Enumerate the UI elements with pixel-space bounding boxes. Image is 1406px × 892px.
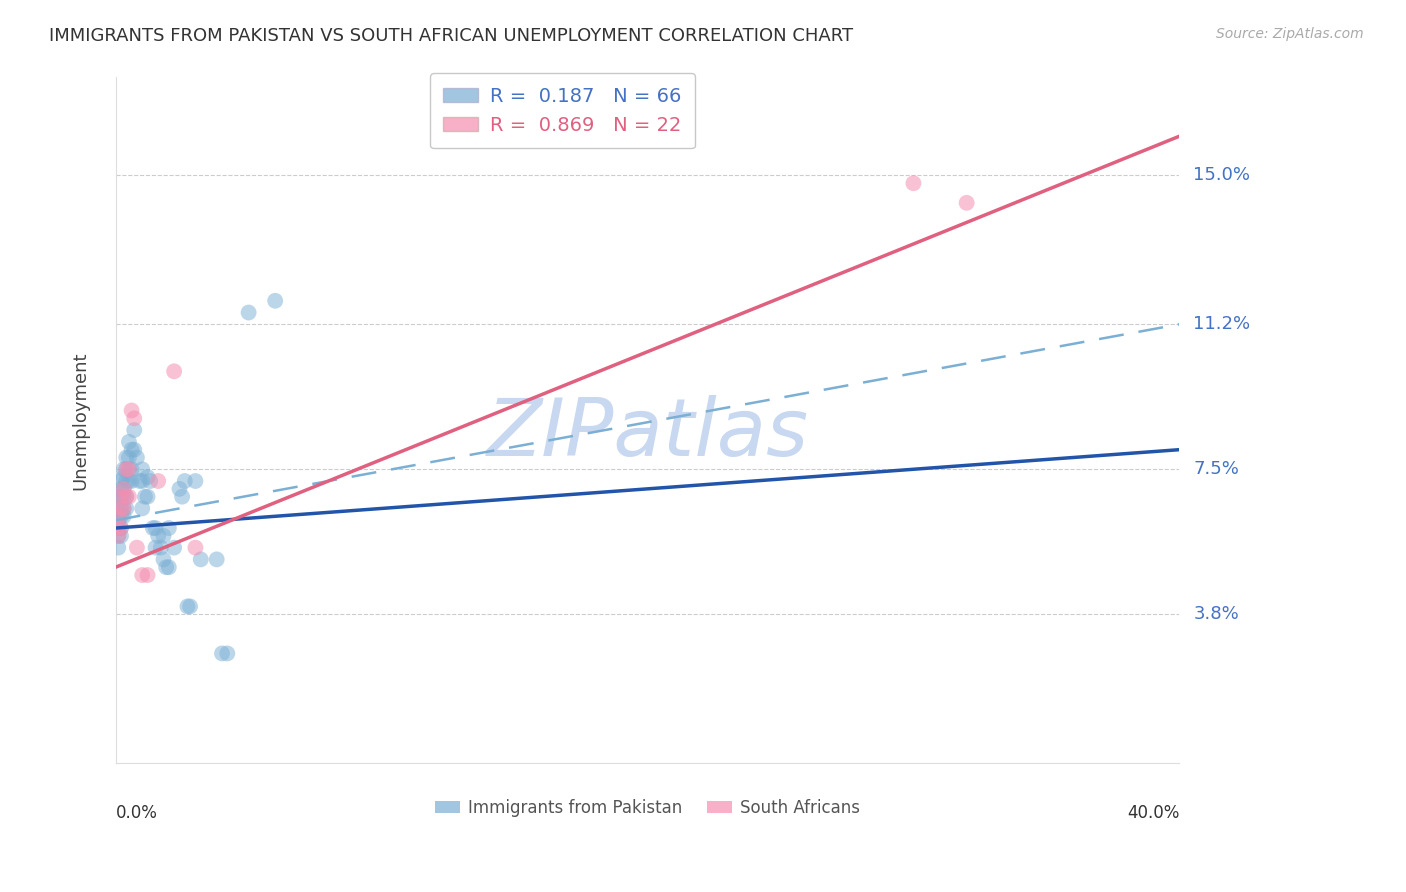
Point [148, 474, 170, 488]
Point [118, 434, 141, 449]
Point [121, 462, 143, 476]
Point [115, 450, 138, 465]
Point [163, 364, 186, 378]
Point [145, 521, 167, 535]
Point [163, 541, 186, 555]
Text: ZIPatlas: ZIPatlas [486, 395, 808, 473]
Point [107, 509, 129, 524]
Point [125, 450, 148, 465]
Point [217, 647, 239, 661]
Point [112, 470, 135, 484]
Point [115, 490, 138, 504]
Point [110, 501, 132, 516]
Point [107, 529, 129, 543]
Point [169, 482, 191, 496]
Text: 0.0%: 0.0% [115, 805, 157, 822]
Point [112, 482, 135, 496]
Point [184, 474, 207, 488]
Point [118, 462, 141, 476]
Point [190, 552, 212, 566]
Point [157, 560, 180, 574]
Point [115, 474, 138, 488]
Text: 15.0%: 15.0% [1194, 167, 1250, 185]
Point [125, 541, 148, 555]
Point [107, 513, 129, 527]
Point [118, 462, 141, 476]
Point [112, 482, 135, 496]
Point [107, 509, 129, 524]
Text: 7.5%: 7.5% [1194, 460, 1239, 478]
Point [118, 474, 141, 488]
Point [155, 560, 177, 574]
Text: 3.8%: 3.8% [1194, 606, 1239, 624]
Point [112, 501, 135, 516]
Point [131, 474, 153, 488]
Point [136, 568, 159, 582]
Point [172, 490, 194, 504]
Point [122, 423, 145, 437]
Point [110, 521, 132, 535]
Point [110, 490, 132, 504]
Point [115, 490, 138, 504]
Point [121, 442, 143, 457]
Point [110, 521, 132, 535]
Point [152, 529, 174, 543]
Point [179, 599, 201, 614]
Text: 40.0%: 40.0% [1128, 805, 1180, 822]
Point [110, 482, 132, 496]
Point [145, 541, 167, 555]
Point [238, 305, 260, 319]
Point [142, 521, 165, 535]
Point [107, 541, 129, 555]
Point [956, 195, 979, 210]
Point [115, 501, 138, 516]
Point [149, 541, 172, 555]
Point [264, 293, 287, 308]
Point [128, 474, 150, 488]
Point [136, 470, 159, 484]
Text: IMMIGRANTS FROM PAKISTAN VS SOUTH AFRICAN UNEMPLOYMENT CORRELATION CHART: IMMIGRANTS FROM PAKISTAN VS SOUTH AFRICA… [49, 27, 853, 45]
Point [131, 568, 153, 582]
Point [121, 403, 143, 417]
Point [112, 462, 135, 476]
Point [903, 176, 925, 190]
Text: Source: ZipAtlas.com: Source: ZipAtlas.com [1216, 27, 1364, 41]
Legend: Immigrants from Pakistan, South Africans: Immigrants from Pakistan, South Africans [427, 792, 868, 823]
Point [131, 462, 153, 476]
Point [115, 462, 138, 476]
Y-axis label: Unemployment: Unemployment [72, 351, 89, 490]
Point [136, 490, 159, 504]
Point [121, 474, 143, 488]
Point [157, 521, 180, 535]
Point [107, 529, 129, 543]
Point [112, 490, 135, 504]
Point [134, 490, 156, 504]
Point [110, 501, 132, 516]
Point [118, 450, 141, 465]
Point [118, 490, 141, 504]
Point [110, 474, 132, 488]
Point [107, 521, 129, 535]
Point [176, 599, 198, 614]
Point [110, 529, 132, 543]
Point [122, 442, 145, 457]
Point [107, 490, 129, 504]
Point [107, 521, 129, 535]
Point [107, 501, 129, 516]
Text: 11.2%: 11.2% [1194, 315, 1250, 334]
Point [112, 509, 135, 524]
Point [139, 474, 162, 488]
Point [205, 552, 228, 566]
Point [148, 529, 170, 543]
Point [112, 501, 135, 516]
Point [173, 474, 195, 488]
Point [115, 462, 138, 476]
Point [122, 411, 145, 425]
Point [110, 509, 132, 524]
Point [131, 501, 153, 516]
Point [184, 541, 207, 555]
Point [211, 647, 233, 661]
Point [152, 552, 174, 566]
Point [110, 490, 132, 504]
